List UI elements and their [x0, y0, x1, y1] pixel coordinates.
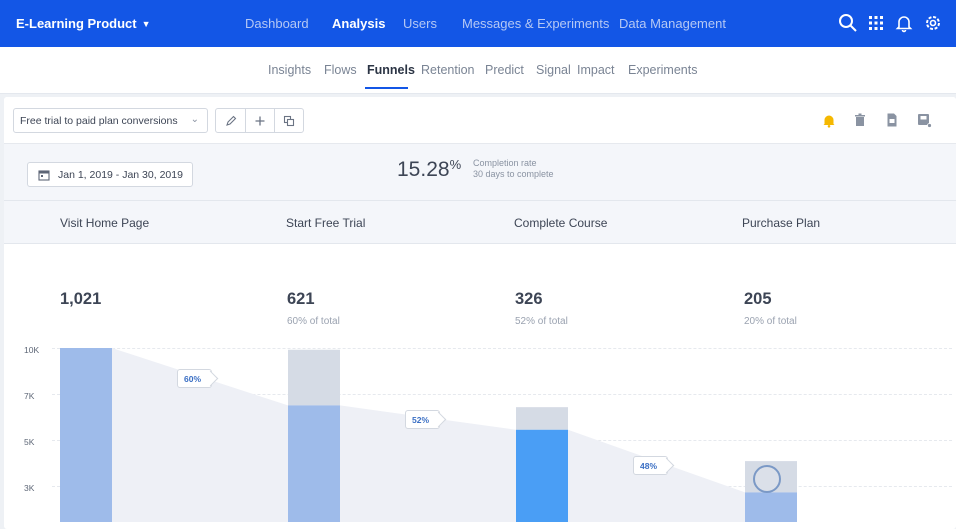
- date-range-picker[interactable]: Jan 1, 2019 - Jan 30, 2019: [27, 162, 193, 187]
- funnel-select[interactable]: Free trial to paid plan conversions ⌄: [13, 108, 208, 133]
- nav-data-management[interactable]: Data Management: [619, 16, 726, 31]
- y-tick-label: 7K: [24, 391, 35, 401]
- tab-funnels[interactable]: Funnels: [367, 63, 415, 77]
- gridline: [52, 348, 952, 349]
- edit-button[interactable]: [216, 109, 245, 132]
- loading-spinner: [753, 465, 781, 493]
- step-name[interactable]: Start Free Trial: [286, 216, 366, 230]
- completion-time: 30 days to complete: [473, 169, 554, 179]
- step-name[interactable]: Purchase Plan: [742, 216, 821, 230]
- step-percent: 20% of total: [744, 316, 797, 327]
- add-button[interactable]: [245, 109, 274, 132]
- delete-trash-icon[interactable]: [852, 112, 868, 128]
- y-tick-label: 10K: [24, 345, 40, 355]
- conversion-badge[interactable]: 60%: [177, 369, 212, 388]
- add-plus-icon: [255, 116, 265, 125]
- active-tab-indicator: [365, 87, 408, 89]
- duplicate-button[interactable]: [274, 109, 303, 132]
- step-percent: 60% of total: [287, 316, 340, 327]
- alert-bell-icon[interactable]: [821, 112, 837, 128]
- tab-signal[interactable]: Signal: [536, 63, 571, 77]
- step-name[interactable]: Visit Home Page: [60, 216, 150, 230]
- step-name[interactable]: Complete Course: [514, 216, 608, 230]
- conversion-badge[interactable]: 52%: [405, 410, 440, 429]
- completion-rate-label: Completion rate: [473, 158, 537, 168]
- converted-bar[interactable]: [288, 405, 340, 522]
- tab-insights[interactable]: Insights: [268, 63, 312, 77]
- completion-rate: 15.28%: [397, 157, 461, 182]
- funnel-step-headers: Visit Home Page Start Free Trial Complet…: [4, 201, 956, 244]
- funnel-area: [112, 348, 797, 522]
- converted-bar[interactable]: [516, 429, 568, 522]
- top-navbar: E-Learning Product ▼ Dashboard Analysis U…: [0, 0, 956, 47]
- date-range-value: Jan 1, 2019 - Jan 30, 2019: [58, 169, 183, 181]
- converted-bar[interactable]: [745, 492, 797, 522]
- analysis-subnav: Insights Flows Funnels Retention Predict…: [0, 47, 956, 94]
- nav-dashboard[interactable]: Dashboard: [245, 16, 309, 31]
- completion-details: Completion rate 30 days to complete: [473, 158, 554, 180]
- dropoff-bar[interactable]: [288, 349, 340, 406]
- tab-predict[interactable]: Predict: [485, 63, 524, 77]
- funnel-select-value: Free trial to paid plan conversions: [20, 115, 178, 127]
- apps-grid-icon[interactable]: [866, 13, 886, 33]
- step-count: 621: [287, 290, 315, 308]
- converted-bar[interactable]: [60, 348, 112, 522]
- funnel-toolbar: Free trial to paid plan conversions ⌄: [4, 97, 956, 144]
- conversion-badge-value: 60%: [184, 374, 202, 384]
- bell-icon[interactable]: [894, 13, 914, 33]
- duplicate-icon: [283, 115, 295, 126]
- step-count: 326: [515, 290, 543, 308]
- search-icon[interactable]: [838, 13, 858, 33]
- conversion-badge[interactable]: 48%: [633, 456, 668, 475]
- calendar-icon: [38, 170, 50, 181]
- export-file-icon[interactable]: [884, 112, 900, 128]
- y-tick-label: 3K: [24, 483, 35, 493]
- chevron-down-icon: ⌄: [190, 114, 199, 125]
- tab-flows[interactable]: Flows: [324, 63, 357, 77]
- step-count: 205: [744, 290, 772, 308]
- funnel-summary-bar: Jan 1, 2019 - Jan 30, 2019 15.28% Comple…: [4, 144, 956, 201]
- product-switcher[interactable]: E-Learning Product ▼: [16, 16, 151, 31]
- save-report-icon[interactable]: [916, 112, 932, 128]
- nav-messages-experiments[interactable]: Messages & Experiments: [462, 16, 610, 31]
- completion-rate-unit: %: [449, 157, 462, 172]
- conversion-badge-value: 52%: [412, 415, 430, 425]
- product-name: E-Learning Product: [16, 16, 137, 31]
- completion-rate-value: 15.28: [397, 158, 450, 181]
- funnel-actions-group: [215, 108, 304, 133]
- step-count: 1,021: [60, 290, 102, 308]
- conversion-badge-value: 48%: [640, 461, 658, 471]
- nav-analysis[interactable]: Analysis: [332, 16, 386, 31]
- nav-users[interactable]: Users: [403, 16, 437, 31]
- settings-gear-icon[interactable]: [923, 13, 943, 33]
- step-percent: 52% of total: [515, 316, 568, 327]
- gridline: [52, 394, 952, 395]
- caret-down-icon: ▼: [141, 19, 151, 29]
- tab-experiments[interactable]: Experiments: [628, 63, 698, 77]
- tab-impact[interactable]: Impact: [577, 63, 615, 77]
- dropoff-bar[interactable]: [516, 407, 568, 430]
- tab-retention[interactable]: Retention: [421, 63, 475, 77]
- edit-pencil-icon: [225, 115, 236, 126]
- y-tick-label: 5K: [24, 437, 35, 447]
